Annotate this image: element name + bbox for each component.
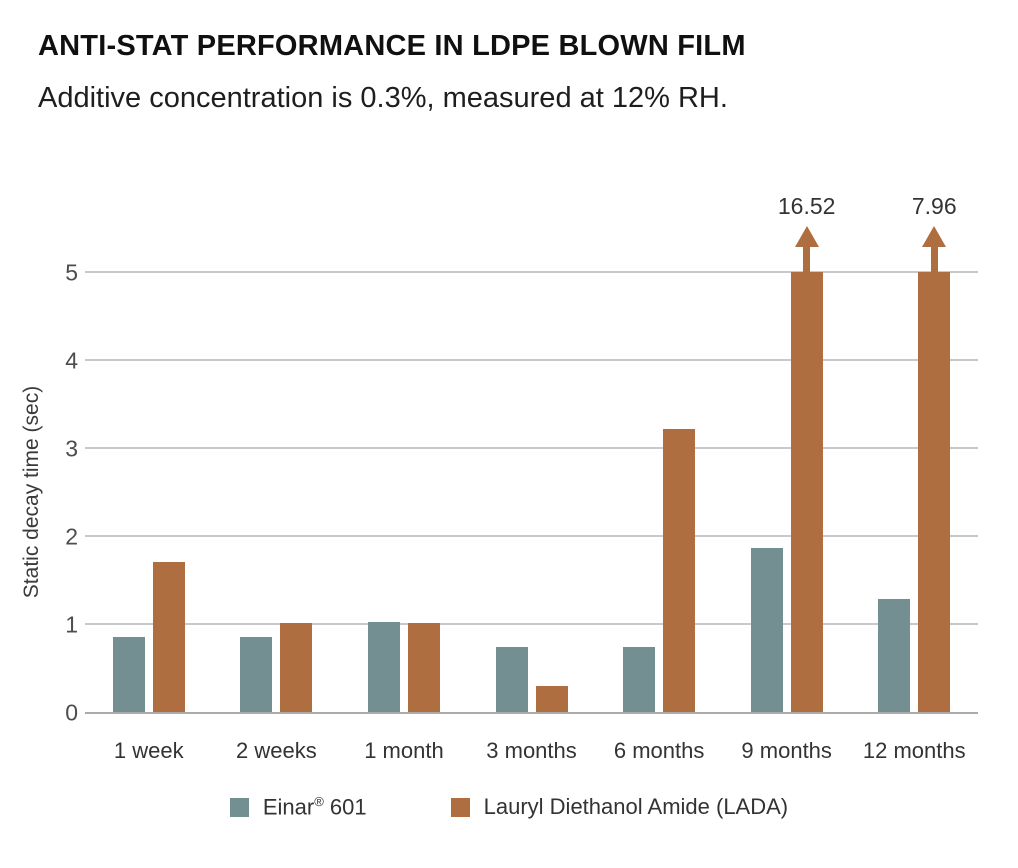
gridline-2 [85, 535, 978, 537]
bar-einar-601 [367, 622, 400, 712]
gridline-1 [85, 623, 978, 625]
bar-einar-601 [878, 599, 911, 712]
bar-einar-601 [112, 637, 145, 712]
bar-lada [663, 428, 696, 712]
bar-einar-601 [495, 646, 528, 712]
y-tick-label-4: 4 [65, 347, 78, 374]
x-axis-label-1-month: 1 month [364, 738, 444, 763]
gridline-3 [85, 447, 978, 449]
gridline-4 [85, 359, 978, 361]
legend: Einar® 601 Lauryl Diethanol Amide (LADA) [0, 794, 1018, 820]
x-axis-label-12-months: 12 months [862, 738, 966, 763]
y-tick-label-3: 3 [65, 435, 78, 462]
arrow-head-icon [922, 226, 947, 247]
x-axis-label-2-weeks: 2 weeks [236, 738, 317, 763]
arrow-stem [930, 247, 938, 272]
y-axis-ticks: 0 1 2 3 4 5 [30, 261, 78, 724]
y-tick-label-1: 1 [65, 611, 78, 638]
bar-group-3-months [468, 272, 596, 712]
y-tick-label-5: 5 [65, 259, 78, 286]
bar-einar-601 [750, 548, 783, 712]
y-tick-label-2: 2 [65, 523, 78, 550]
bar-group-1-month [340, 272, 468, 712]
bar-lada: 7.96 [912, 193, 957, 712]
legend-label-lada: Lauryl Diethanol Amide (LADA) [483, 794, 789, 820]
overflow-value-label: 16.52 [777, 193, 836, 219]
legend-swatch-lada [450, 797, 470, 817]
x-axis-label-3-months: 3 months [486, 738, 577, 763]
x-axis-labels: 1 week 2 weeks 1 month 3 months 6 months 9 mo… [85, 738, 978, 764]
bar-group-2-weeks [213, 272, 341, 712]
legend-label-einar-601: Einar® 601 [262, 794, 367, 820]
overflow-arrow-icon [794, 226, 819, 272]
gridline-5 [85, 271, 978, 273]
x-axis-label-6-months: 6 months [613, 738, 705, 763]
chart-title: ANTI-STAT PERFORMANCE IN LDPE BLOWN FILM [38, 30, 746, 62]
bar-lada: 16.52 [778, 193, 835, 712]
bar-lada [407, 623, 440, 712]
chart-subtitle: Additive concentration is 0.3%, measured… [38, 82, 728, 114]
legend-swatch-einar-601 [229, 797, 249, 817]
arrow-stem [803, 247, 811, 272]
bar-lada [535, 686, 568, 712]
bar-group-6-months [595, 272, 723, 712]
bar-groups: 16.52 7.96 [85, 193, 978, 712]
bar-lada [152, 562, 185, 712]
bar-group-12-months: 7.96 [850, 193, 978, 712]
x-axis-label-9-months: 9 months [741, 738, 832, 763]
plot-area: 16.52 7.96 [85, 193, 978, 714]
overflow-arrow-icon [922, 226, 947, 272]
legend-item-einar-601: Einar® 601 [229, 794, 367, 820]
bar-lada [280, 623, 313, 712]
arrow-head-icon [794, 226, 819, 247]
x-axis-label-1-week: 1 week [113, 738, 184, 763]
bar-group-1-week [85, 272, 213, 712]
bar-einar-601 [623, 646, 656, 712]
overflow-value-label: 7.96 [911, 193, 957, 219]
legend-item-lada: Lauryl Diethanol Amide (LADA) [450, 794, 789, 820]
bar-einar-601 [240, 637, 273, 712]
y-tick-label-0: 0 [65, 699, 78, 726]
bar-group-9-months: 16.52 [723, 193, 851, 712]
